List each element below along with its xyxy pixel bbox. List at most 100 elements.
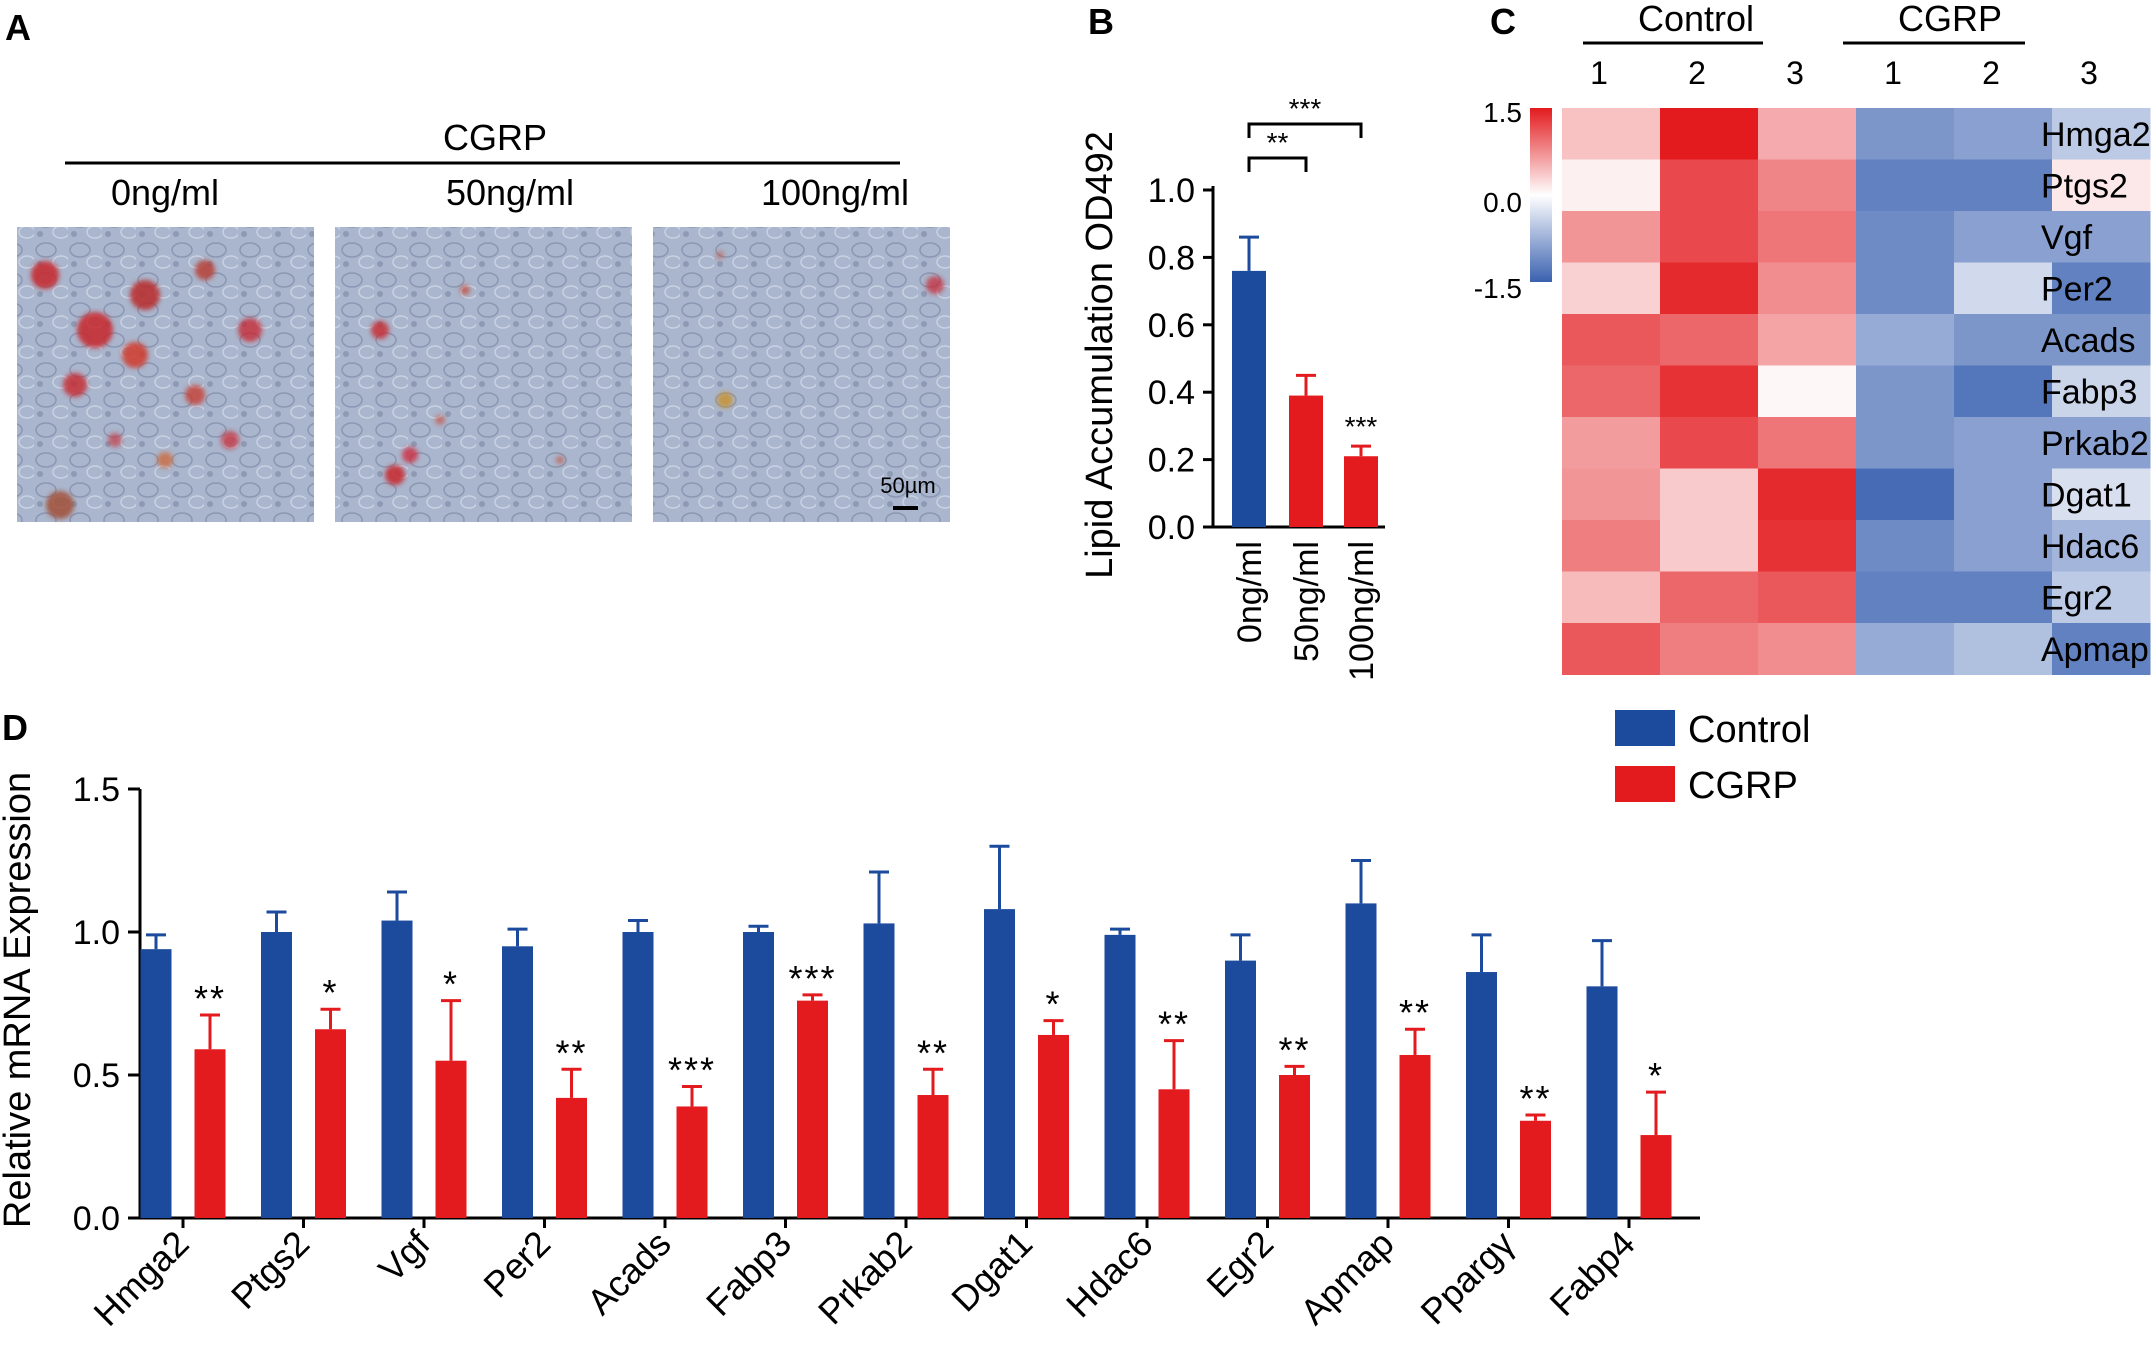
heatmap-cell (1954, 468, 2053, 521)
d-x-tick-label: Vgf (370, 1222, 438, 1290)
condition-label-2: 100ng/ml (761, 172, 909, 213)
d-legend-label: CGRP (1688, 765, 1798, 807)
heatmap-cell (1954, 108, 2053, 160)
d-bar-cgrp (1279, 1075, 1310, 1218)
heatmap-cell (1562, 623, 1661, 675)
d-bar-cgrp (435, 1060, 467, 1218)
b-y-tick-label: 1.0 (1148, 172, 1195, 210)
d-y-tick-label: 1.0 (73, 914, 120, 952)
d-bar-cgrp (1640, 1135, 1672, 1218)
b-x-tick-label: 100ng/ml (1343, 541, 1381, 681)
heatmap-cell (1660, 262, 1759, 315)
heatmap-column-label: 3 (2080, 55, 2098, 91)
heatmap-cell (1562, 159, 1661, 212)
heatmap-cell (1660, 623, 1759, 675)
d-bar-cgrp (1158, 1089, 1190, 1218)
heatmap-cell (2052, 365, 2151, 418)
panel-c-heatmap: Hmga2 Ptgs2 Vgf Per2 Acads Fabp3 Prkab2 Dgat1 Hd… (1474, 0, 2151, 675)
b-y-tick-label: 0.8 (1148, 239, 1195, 277)
heatmap-cell (1758, 108, 1857, 160)
b-bracket-label: ** (1267, 127, 1289, 158)
heatmap-cell (1562, 417, 1661, 469)
b-y-axis-label: Lipid Accumulation OD492 (1079, 131, 1121, 579)
heatmap-row-label: Per2 (2041, 270, 2113, 308)
micrograph-0ng (17, 227, 314, 522)
heatmap-cell (1856, 108, 1955, 160)
heatmap-cell (1954, 159, 2053, 212)
d-x-tick-label: Ppargγ (1413, 1223, 1523, 1333)
d-x-tick-label: Prkab2 (810, 1223, 920, 1333)
d-significance: * (1045, 984, 1061, 1025)
d-significance: *** (668, 1049, 716, 1090)
d-bar-control (1466, 972, 1497, 1218)
b-y-tick-label: 0.6 (1148, 307, 1195, 345)
heatmap-cell (1660, 159, 1759, 212)
b-y-tick-label: 0.0 (1148, 509, 1195, 547)
heatmap-cell (1758, 262, 1857, 315)
d-bar-cgrp (797, 1000, 828, 1218)
heatmap-cell (1856, 623, 1955, 675)
heatmap-cell (1856, 571, 1955, 624)
heatmap-cell (1660, 417, 1759, 469)
d-x-tick-label: Ptgs2 (223, 1223, 317, 1317)
colorbar-tick-label: 0.0 (1483, 187, 1522, 218)
heatmap-cell (2052, 108, 2151, 160)
heatmap-row-label: Hdac6 (2041, 528, 2139, 566)
heatmap-row-label: Dgat1 (2041, 476, 2132, 514)
d-x-tick-label: Dgat1 (943, 1223, 1040, 1320)
heatmap-cell (2052, 211, 2151, 263)
heatmap-column-label: 2 (1688, 55, 1706, 91)
d-x-tick-label: Fabp4 (1541, 1223, 1642, 1324)
heatmap-cell (1562, 571, 1661, 624)
b-y-tick-label: 0.4 (1148, 374, 1195, 412)
d-bar-cgrp (194, 1049, 226, 1218)
d-significance: ** (1399, 992, 1431, 1033)
heatmap-row-label: Prkab2 (2041, 425, 2149, 463)
d-significance: ** (555, 1032, 587, 1073)
d-bar-cgrp (1520, 1120, 1551, 1218)
heatmap-row-label: Egr2 (2041, 579, 2113, 617)
d-significance: * (443, 964, 459, 1005)
d-y-axis-label: Relative mRNA Expression (0, 772, 39, 1228)
heatmap-cell (1562, 314, 1661, 366)
panel-a: CGRP 0ng/ml 50ng/ml 100ng/ml (17, 117, 950, 522)
d-bar-cgrp (556, 1097, 587, 1218)
heatmap-cell (1562, 262, 1661, 315)
heatmap-cell (1954, 211, 2053, 263)
d-y-tick-label: 1.5 (73, 771, 120, 809)
colorbar-tick-label: 1.5 (1483, 97, 1522, 128)
d-bar-cgrp (315, 1029, 346, 1218)
colorbar (1530, 108, 1552, 282)
heatmap-cell (1954, 520, 2053, 572)
d-bar-control (381, 920, 413, 1218)
heatmap-row-label: Ptgs2 (2041, 167, 2128, 205)
d-bar-cgrp (676, 1106, 708, 1218)
panel-b-chart: 0.0 0.2 0.4 0.6 0.8 1.0 Lipid Accumulation OD4… (1079, 93, 1385, 681)
heatmap-cell (1954, 623, 2053, 675)
heatmap-cell (1758, 365, 1857, 418)
heatmap-cell (1758, 159, 1857, 212)
heatmap-cell (1954, 262, 2053, 315)
d-x-tick-label: Per2 (475, 1223, 558, 1306)
heatmap-cell (1856, 365, 1955, 418)
heatmap-column-label: 2 (1982, 55, 2000, 91)
d-y-tick-label: 0.0 (73, 1200, 120, 1238)
d-x-tick-label: Apmap (1292, 1223, 1402, 1333)
b-significance-bracket (1247, 156, 1308, 172)
b-bar-1 (1289, 395, 1323, 527)
d-significance: ** (1158, 1004, 1190, 1045)
d-bar-cgrp (1399, 1054, 1431, 1218)
heatmap-cell (1856, 211, 1955, 263)
heatmap-cell (1758, 468, 1857, 521)
heatmap-row-label: Acads (2041, 322, 2136, 360)
b-bar-annotation: *** (1345, 411, 1378, 442)
heatmap-cell (1660, 108, 1759, 160)
d-bar-control (743, 932, 774, 1218)
heatmap-row-label: Apmap (2041, 631, 2149, 669)
panel-letter-c: C (1490, 1, 1516, 42)
heatmap-cell (2052, 417, 2151, 469)
heatmap-group-label: CGRP (1898, 0, 2002, 39)
b-bar-0 (1232, 270, 1266, 527)
